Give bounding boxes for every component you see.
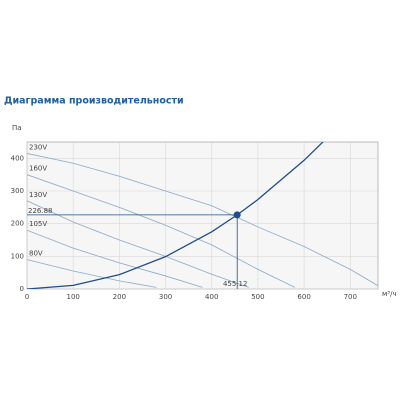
y-tick-label: 400	[11, 154, 24, 162]
x-tick-label: 300	[159, 293, 172, 301]
fan-curve	[27, 153, 378, 287]
y-tick-label: 100	[11, 252, 24, 260]
plot-area	[26, 141, 379, 290]
x-tick-label: 500	[251, 293, 264, 301]
y-tick-label: 0	[20, 285, 24, 293]
y-tick-label: 200	[11, 220, 24, 228]
x-tick-label: 400	[205, 293, 218, 301]
operating-point	[233, 211, 241, 219]
series-label: 160V	[29, 165, 47, 173]
x-axis-label: м³/ч	[382, 290, 397, 298]
fan-curve	[27, 174, 296, 288]
y-axis-label: Па	[12, 124, 22, 132]
value-label: 226.88	[28, 207, 53, 215]
series-label: 80V	[29, 250, 43, 258]
system-curve	[27, 142, 324, 289]
series-label: 130V	[29, 191, 47, 199]
x-tick-label: 200	[113, 293, 126, 301]
series-label: 230V	[29, 143, 47, 151]
x-tick-label: 600	[297, 293, 310, 301]
plot-clip	[27, 142, 378, 289]
series-label: 105V	[29, 220, 47, 228]
x-tick-label: 100	[66, 293, 79, 301]
x-tick-label: 0	[25, 293, 29, 301]
chart-title: Диаграмма производительности	[4, 96, 184, 107]
fan-curve	[27, 200, 249, 288]
x-tick-label: 700	[344, 293, 357, 301]
fan-curve	[27, 259, 157, 288]
fan-curve	[27, 229, 203, 288]
value-label: 455.12	[223, 280, 248, 288]
y-tick-label: 300	[11, 187, 24, 195]
